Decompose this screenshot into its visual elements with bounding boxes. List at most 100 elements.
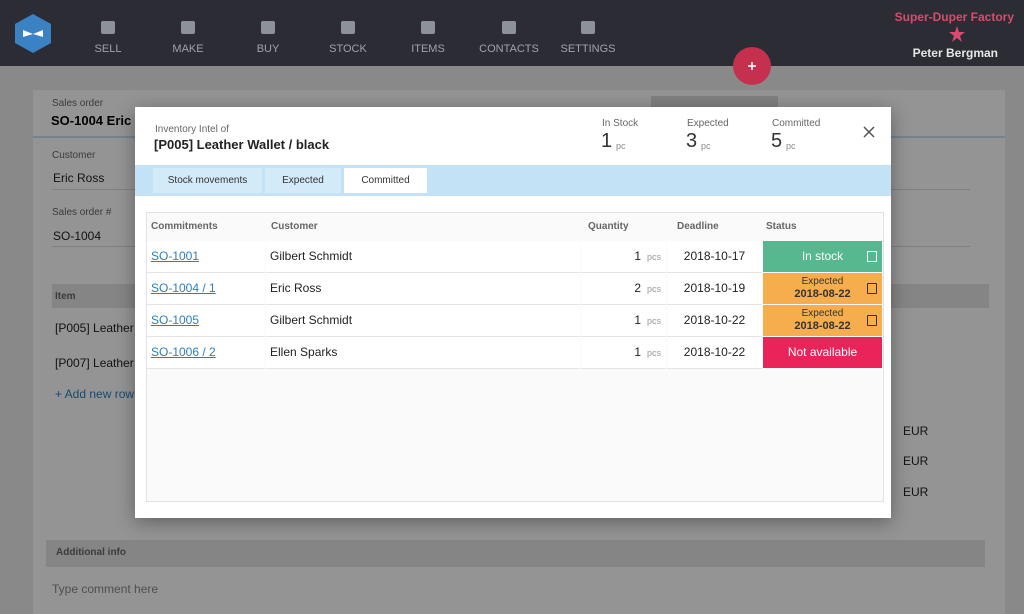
customer: Eric Ross	[270, 281, 322, 295]
company-name: Super-Duper Factory	[894, 10, 1014, 24]
table-cell	[667, 305, 762, 337]
customer: Ellen Sparks	[270, 345, 338, 359]
customer-value[interactable]: Eric Ross	[53, 171, 105, 185]
item-name: [P005] Leather	[55, 321, 134, 335]
modal-subtitle: Inventory Intel of	[155, 124, 229, 135]
status-badge: In stock	[763, 241, 882, 272]
deadline: 2018-10-22	[683, 313, 746, 327]
stat-unit: pc	[701, 141, 711, 151]
table-cell	[581, 337, 666, 369]
nav-item[interactable]: MAKE	[172, 43, 204, 55]
clipboard-icon[interactable]	[867, 251, 877, 262]
nav-icon	[581, 21, 595, 34]
table-cell	[147, 273, 265, 305]
unit: pcs	[647, 284, 662, 294]
comment-input[interactable]: Type comment here	[52, 582, 159, 596]
order-link[interactable]: SO-1006 / 2	[151, 345, 216, 359]
order-link[interactable]: SO-1004 / 1	[151, 281, 216, 295]
nav-item[interactable]: SETTINGS	[560, 43, 616, 55]
customer: Gilbert Schmidt	[270, 313, 353, 327]
deadline: 2018-10-17	[683, 249, 746, 263]
quantity: 2	[634, 281, 641, 295]
add-button[interactable]	[733, 47, 771, 85]
status-date: 2018-08-22	[794, 288, 851, 300]
info-bar	[46, 540, 985, 567]
stat-label: In Stock	[602, 118, 639, 129]
currency: EUR	[903, 485, 929, 499]
modal-title: [P005] Leather Wallet / black	[154, 137, 330, 152]
add-row[interactable]: + Add new row	[55, 387, 135, 401]
stat-value: 5	[771, 130, 783, 152]
nav-item[interactable]: STOCK	[329, 43, 367, 55]
status-badge: Expected 2018-08-22	[763, 305, 882, 336]
number-value[interactable]: SO-1004	[53, 229, 102, 243]
clipboard-icon[interactable]	[867, 315, 877, 326]
nav-item[interactable]: BUY	[256, 43, 280, 55]
tab[interactable]: Committed	[344, 168, 427, 193]
nav-icon	[101, 21, 115, 34]
status-badge: Expected 2018-08-22	[763, 273, 882, 304]
column-header: Quantity	[588, 221, 629, 232]
order-title: SO-1004 Eric	[51, 113, 132, 128]
stat-value: 3	[686, 130, 698, 152]
currency: EUR	[903, 454, 929, 468]
nav-icon	[502, 21, 516, 34]
table-cell	[266, 273, 580, 305]
status-label: Not available	[787, 345, 858, 359]
table-cell	[266, 241, 580, 273]
close-button[interactable]	[863, 126, 875, 138]
commitments-table: Commitments Customer Quantity Deadline Statu…	[146, 212, 884, 502]
order-link[interactable]: SO-1001	[151, 249, 200, 263]
table-cell	[667, 241, 762, 273]
logo[interactable]	[14, 13, 52, 53]
status-label: Expected	[801, 276, 844, 287]
item-name: [P007] Leather	[55, 356, 134, 370]
inventory-modal: Inventory Intel of [P005] Leather Wallet…	[135, 107, 891, 518]
number-label: Sales order #	[52, 207, 112, 218]
table-cell	[581, 273, 666, 305]
stat-unit: pc	[786, 141, 796, 151]
nav-item[interactable]: ITEMS	[411, 43, 445, 55]
stat-label: Expected	[687, 118, 729, 129]
column-header: Customer	[271, 221, 318, 232]
quantity: 1	[634, 313, 641, 327]
stat-unit: pc	[616, 141, 626, 151]
quantity: 1	[634, 249, 641, 263]
quantity: 1	[634, 345, 641, 359]
tab[interactable]: Expected	[265, 168, 341, 193]
customer-label: Customer	[52, 150, 96, 161]
nav-icon	[261, 21, 275, 34]
table-cell	[581, 305, 666, 337]
status-date: 2018-08-22	[794, 320, 851, 332]
unit: pcs	[647, 348, 662, 358]
nav-item[interactable]: SELL	[94, 43, 122, 55]
nav-item[interactable]: CONTACTS	[479, 43, 539, 55]
info-header: Additional info	[56, 547, 126, 558]
tab[interactable]: Stock movements	[153, 168, 262, 193]
item-header: Item	[55, 291, 76, 302]
nav-icon	[421, 21, 435, 34]
table-cell	[266, 337, 580, 369]
clipboard-icon[interactable]	[867, 283, 877, 294]
nav-icon	[181, 21, 195, 34]
stat-label: Committed	[772, 118, 821, 129]
unit: pcs	[647, 316, 662, 326]
deadline: 2018-10-22	[683, 345, 746, 359]
table-cell	[147, 241, 265, 273]
table-cell	[147, 337, 265, 369]
header-button[interactable]	[651, 96, 778, 108]
currency: EUR	[903, 424, 929, 438]
deadline: 2018-10-19	[683, 281, 746, 295]
column-header: Deadline	[677, 221, 719, 232]
table-cell	[581, 241, 666, 273]
table-cell	[266, 305, 580, 337]
status-label: In stock	[801, 249, 844, 263]
user-name[interactable]: Peter Bergman	[912, 46, 998, 60]
table-cell	[147, 305, 265, 337]
star-icon	[949, 26, 965, 42]
status-label: Expected	[801, 308, 844, 319]
status-badge: Not available	[763, 337, 882, 368]
stat-value: 1	[601, 130, 613, 152]
order-link[interactable]: SO-1005	[151, 313, 200, 327]
